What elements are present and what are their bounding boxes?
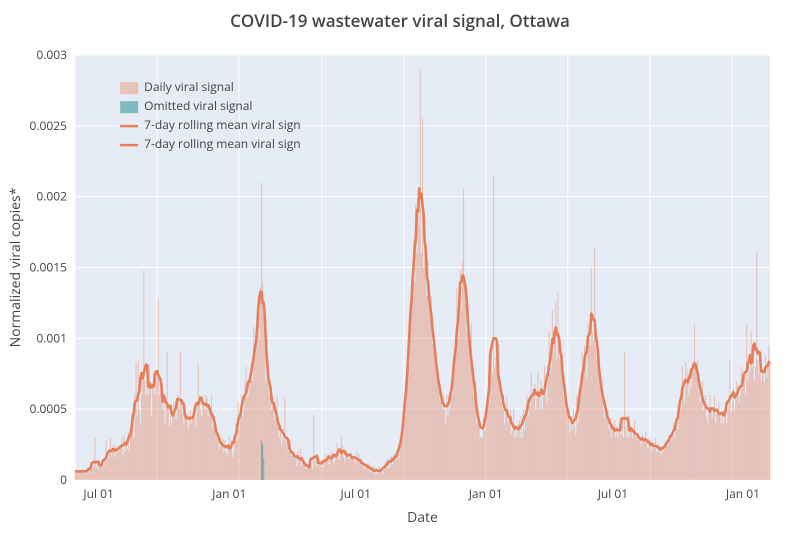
y-tick-label: 0.0015 [30,259,68,276]
y-axis-label: Normalized viral copies* [6,187,25,347]
y-tick-label: 0.0025 [30,117,68,134]
x-tick-label: Jul 01 [597,485,628,502]
x-tick-label: Jul 01 [82,485,113,502]
legend-label: 7-day rolling mean viral sign [144,135,300,152]
y-tick-label: 0.0005 [30,400,68,417]
chart-title: COVID-19 wastewater viral signal, Ottawa [230,9,570,32]
x-tick-label: Jan 01 [468,485,503,502]
y-tick-label: 0.003 [36,46,67,63]
y-tick-label: 0.002 [36,188,67,205]
x-axis-label: Date [407,508,438,527]
legend-label: 7-day rolling mean viral sign [144,116,300,133]
y-tick-label: 0.001 [36,329,67,346]
legend-swatch [120,82,138,94]
legend-label: Omitted viral signal [144,97,252,114]
wastewater-chart: 0 0.0005 0.001 0.0015 0.002 0.0025 0.003 Jul 01… [0,0,800,550]
x-tick-label: Jan 01 [211,485,246,502]
y-tick-label: 0 [60,471,67,488]
x-tick-label: Jan 01 [725,485,760,502]
x-tick-label: Jul 01 [340,485,371,502]
legend-label: Daily viral signal [144,78,234,95]
legend-swatch [120,101,138,113]
